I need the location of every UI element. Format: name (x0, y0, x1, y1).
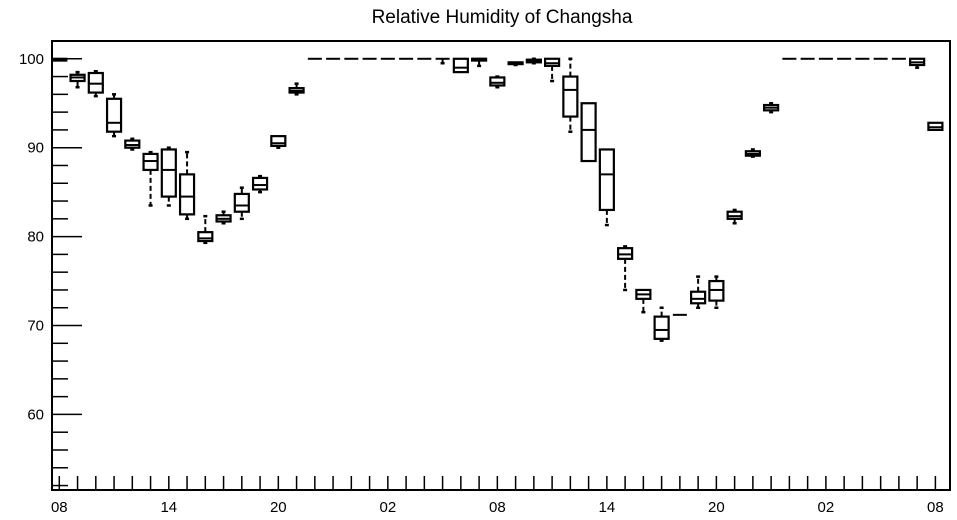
box (178, 173, 196, 216)
box-plot (635, 288, 652, 314)
x-tick-label: 08 (489, 499, 506, 516)
box-plot (215, 210, 232, 225)
box-plot (51, 57, 68, 62)
box-series (51, 57, 944, 342)
box (562, 75, 579, 118)
x-tick-label: 14 (160, 499, 177, 516)
box-plot (525, 57, 542, 65)
box-plot (708, 275, 725, 309)
y-tick-label: 100 (19, 51, 44, 68)
box-plot (909, 57, 926, 69)
y-tick-label: 60 (27, 406, 44, 423)
box-plot (544, 57, 561, 83)
box-plot (270, 135, 287, 149)
box-plot (744, 148, 761, 158)
box (690, 290, 707, 305)
box (270, 135, 287, 148)
y-tick-label: 70 (27, 318, 44, 335)
box-plot (197, 214, 214, 245)
box (105, 97, 123, 133)
box-plot (617, 245, 634, 292)
box (580, 102, 597, 163)
x-tick-label: 02 (818, 499, 835, 516)
box-plot (288, 82, 305, 96)
x-tick-label: 02 (379, 499, 396, 516)
box-plot (763, 101, 780, 114)
box-plot (653, 306, 670, 342)
box (653, 315, 670, 340)
x-tick-label: 08 (927, 499, 944, 516)
x-tick-label: 14 (599, 499, 616, 516)
box (251, 176, 269, 191)
box (160, 148, 177, 198)
box-plot (178, 150, 196, 221)
box (233, 192, 250, 213)
x-tick-label: 20 (708, 499, 725, 516)
box (452, 57, 469, 74)
box-plot (562, 57, 579, 133)
box (197, 231, 214, 243)
box (598, 148, 615, 212)
box-plot (489, 75, 506, 89)
x-tick-label: 08 (51, 499, 68, 516)
box (489, 76, 506, 87)
y-tick-label: 80 (27, 229, 44, 246)
box-plot (507, 61, 524, 67)
box-plot (452, 57, 469, 74)
box-plot (233, 186, 250, 221)
box-plot (69, 70, 86, 89)
box-plot (435, 57, 450, 65)
x-axis: 08 14 20 02 08 14 20 02 08 (51, 476, 944, 516)
box-plot (142, 150, 159, 207)
box-plot (105, 93, 123, 138)
box-plot (580, 102, 597, 163)
x-tick-label: 20 (270, 499, 287, 516)
box-plot (726, 208, 743, 225)
chart-title: Relative Humidity of Changsha (372, 7, 633, 28)
box-plot (160, 146, 177, 207)
box-plot (690, 275, 707, 309)
box-plot (124, 137, 141, 151)
box-plot (470, 57, 488, 68)
box-plot (927, 121, 944, 132)
y-axis: 60 70 80 90 100 (19, 40, 82, 487)
box-plot (251, 174, 269, 194)
box-plot (598, 148, 615, 227)
plot-frame (51, 40, 951, 491)
y-tick-label: 90 (27, 140, 44, 157)
box-plot (87, 69, 104, 98)
